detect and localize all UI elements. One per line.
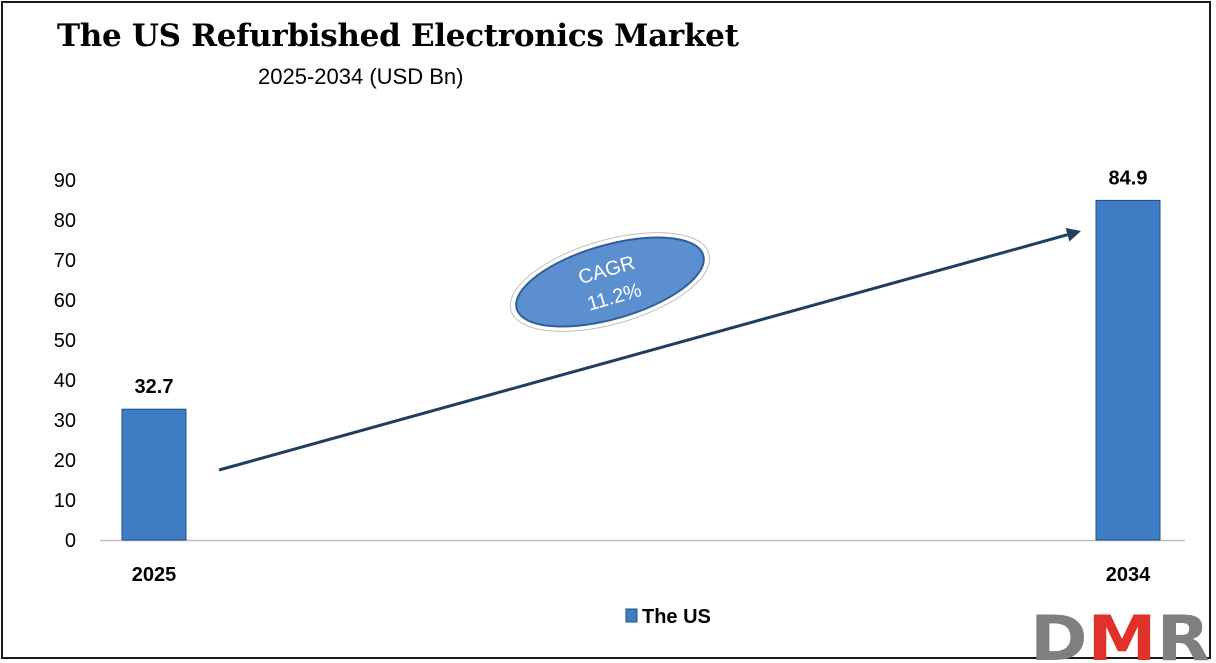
- x-tick-label: 2034: [1106, 564, 1151, 586]
- chart-subtitle: 2025-2034 (USD Bn): [258, 64, 464, 89]
- data-label: 32.7: [135, 376, 174, 398]
- legend: The US: [625, 606, 711, 628]
- y-tick-label: 90: [54, 170, 76, 192]
- y-tick-label: 0: [65, 530, 76, 552]
- chart-title: The US Refurbished Electronics Market: [57, 18, 739, 54]
- logo-text: DM R: [1030, 602, 1210, 663]
- y-axis: 0 10 20 30 40 50 60 70 80 90: [54, 170, 76, 552]
- cagr-arrow: [218, 227, 1081, 472]
- y-tick-label: 40: [54, 370, 76, 392]
- legend-label: The US: [642, 606, 711, 628]
- y-tick-label: 70: [54, 250, 76, 272]
- x-tick-label: 2025: [132, 564, 177, 586]
- bar-2025: [121, 408, 187, 541]
- bars-group: 32.7 2025 84.9 2034: [121, 167, 1161, 586]
- y-tick-label: 20: [54, 450, 76, 472]
- bar-2034: [1095, 199, 1161, 541]
- y-tick-label: 10: [54, 490, 76, 512]
- y-tick-label: 60: [54, 290, 76, 312]
- legend-swatch: [625, 608, 638, 623]
- dmr-logo: DM R: [1030, 602, 1210, 663]
- y-tick-label: 30: [54, 410, 76, 432]
- cagr-bubble-fill: [515, 236, 705, 328]
- y-tick-label: 80: [54, 210, 76, 232]
- data-label: 84.9: [1109, 167, 1148, 189]
- cagr-arrow-head: [1065, 227, 1081, 242]
- cagr-bubble: CAGR 11.2%: [509, 232, 711, 332]
- y-tick-label: 50: [54, 330, 76, 352]
- cagr-arrow-line: [218, 233, 1068, 472]
